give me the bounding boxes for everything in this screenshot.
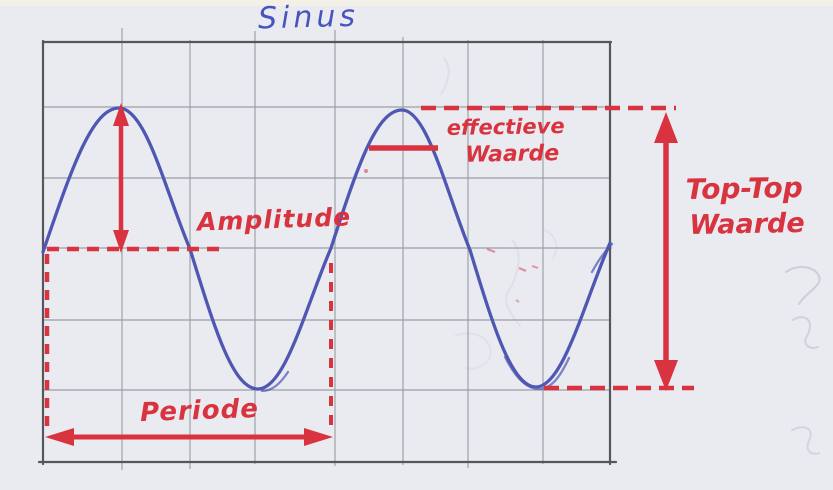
peak-to-peak-label-line1: Top-Top (685, 170, 804, 207)
arrowhead-up-icon (113, 103, 129, 126)
pencil-ghost-marks (440, 57, 821, 455)
grid (37, 28, 618, 470)
red-smudges (364, 169, 539, 303)
effective-value-label-line1: effectieve (446, 113, 565, 141)
ink-smudge (364, 169, 368, 173)
effective-value-label: effectieve Waarde (446, 113, 566, 168)
effective-value-label-line2: Waarde (465, 141, 560, 168)
period-arrow (45, 428, 333, 446)
period-label: Periode (139, 393, 260, 429)
diagram-title: Sinus (257, 0, 360, 37)
peak-to-peak-label-line2: Waarde (689, 207, 805, 241)
ghost-scribble (544, 229, 558, 259)
arrowhead-left-icon (45, 428, 74, 446)
arrowhead-right-icon (304, 428, 333, 446)
ghost-scribble (505, 239, 521, 327)
ink-smudge (486, 247, 496, 254)
ghost-scribble (791, 426, 820, 455)
amplitude-label: Amplitude (196, 202, 352, 237)
amplitude-arrow (113, 103, 129, 253)
peak-to-peak-arrow (654, 112, 678, 391)
ghost-scribble (454, 332, 492, 370)
ink-smudge (518, 266, 527, 273)
peak-to-peak-label: Top-Top Waarde (685, 170, 805, 241)
arrowhead-down-icon (113, 230, 129, 253)
sine-wave-retrace (590, 242, 614, 274)
arrowhead-up-icon (654, 112, 678, 143)
page-edge-strip (0, 0, 833, 6)
sine-wave-retrace (260, 370, 290, 393)
sine-wave-retrace (503, 355, 571, 391)
sine-wave-path (41, 106, 612, 391)
ghost-scribble (440, 57, 450, 95)
ghost-scribble (792, 316, 819, 349)
ghost-scribble (785, 266, 821, 305)
arrowhead-down-icon (654, 360, 678, 391)
sine-wave (41, 106, 614, 393)
ink-smudge (515, 299, 520, 303)
ink-smudge (531, 265, 539, 269)
